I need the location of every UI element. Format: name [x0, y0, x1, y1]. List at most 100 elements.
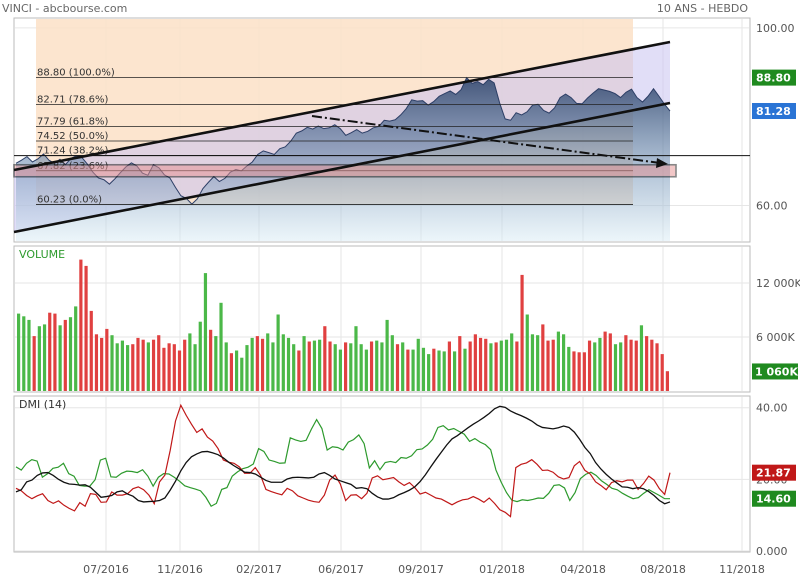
- volume-bar: [22, 316, 26, 391]
- volume-bar: [437, 350, 441, 391]
- volume-bar: [619, 342, 623, 391]
- volume-bar: [32, 336, 36, 391]
- volume-bar: [219, 302, 223, 391]
- volume-bar: [629, 339, 633, 391]
- volume-bar: [432, 348, 436, 391]
- volume-bar: [442, 351, 446, 391]
- volume-bar: [162, 347, 166, 391]
- volume-bar: [577, 352, 581, 391]
- volume-bar: [167, 343, 171, 391]
- high-price-badge-label: 88.80: [756, 72, 791, 85]
- volume-y-tick-label: 6 000K: [756, 331, 795, 344]
- volume-bar: [603, 331, 607, 391]
- volume-bar: [468, 341, 472, 391]
- volume-bar: [411, 349, 415, 391]
- volume-bar: [146, 342, 150, 391]
- volume-badge: [752, 363, 798, 380]
- volume-bar: [203, 273, 208, 391]
- volume-bar: [151, 339, 156, 391]
- volume-bar: [338, 349, 342, 391]
- volume-bar: [224, 342, 228, 391]
- projection-arrowhead: [656, 158, 668, 168]
- volume-bar: [63, 319, 67, 391]
- volume-bar: [94, 334, 99, 391]
- volume-bar: [209, 329, 213, 391]
- volume-bar: [546, 340, 550, 391]
- axis-layer: 07/2016 11/2016 02/2017 06/2017 09/2017 01/20…: [83, 22, 800, 576]
- x-tick-label: 11/2016: [157, 563, 203, 576]
- volume-bar: [271, 342, 275, 391]
- volume-bar: [536, 335, 540, 391]
- volume-bar: [551, 339, 555, 391]
- volume-bar: [281, 334, 285, 391]
- chart-title: VINCI - abcbourse.com: [2, 2, 127, 15]
- volume-bar: [307, 341, 311, 391]
- volume-bar: [333, 344, 337, 391]
- volume-bar: [141, 339, 145, 391]
- volume-bar: [395, 344, 400, 391]
- volume-bar: [634, 340, 638, 391]
- upper-trendline: [13, 40, 671, 172]
- volume-bar: [235, 350, 239, 391]
- dmi-layer: [15, 403, 671, 518]
- volume-bar: [380, 342, 384, 391]
- high-price-badge: [752, 69, 796, 86]
- price-y-tick-label: 60.00: [756, 199, 788, 212]
- volume-bar: [297, 350, 301, 391]
- dmi-plus-badge: [752, 490, 796, 507]
- volume-bar: [364, 349, 368, 391]
- fib-level-label: 74.52 (50.0%): [37, 131, 108, 142]
- volume-bar: [240, 357, 244, 391]
- volume-bar: [84, 265, 88, 391]
- volume-bar: [608, 333, 612, 391]
- volume-bar: [177, 350, 182, 391]
- dmi-panel: [13, 395, 751, 553]
- dmi-y-tick-label: 0.000: [756, 545, 788, 558]
- volume-bar: [530, 334, 535, 391]
- volume-bar: [318, 339, 322, 391]
- highlight-box: [13, 163, 677, 178]
- volume-bar: [587, 340, 592, 391]
- volume-bar: [515, 341, 519, 391]
- last-price-badge: [752, 102, 796, 119]
- volume-bar: [510, 333, 514, 391]
- volume-bar: [188, 333, 192, 391]
- volume-bar: [562, 334, 566, 391]
- volume-bar: [344, 342, 348, 391]
- volume-bar: [79, 259, 83, 391]
- volume-bar: [567, 346, 571, 391]
- volume-bar: [401, 342, 405, 391]
- volume-bar: [427, 354, 431, 391]
- volume-bar: [105, 328, 109, 391]
- fib-level-label: 71.24 (38.2%): [37, 146, 108, 157]
- volume-bar: [645, 336, 649, 391]
- dmi-plus-line: [15, 418, 670, 508]
- volume-bar: [484, 338, 488, 391]
- volume-bar: [369, 341, 374, 391]
- volume-layer: [17, 259, 669, 391]
- lower-trendline: [13, 101, 671, 234]
- volume-bar: [458, 336, 462, 391]
- volume-bar: [17, 313, 21, 391]
- volume-bar: [100, 337, 104, 391]
- volume-bar: [328, 341, 332, 391]
- volume-bar: [198, 321, 202, 391]
- volume-bar: [541, 324, 545, 391]
- volume-bar: [157, 335, 161, 391]
- volume-bar: [359, 344, 363, 391]
- volume-bar: [463, 348, 467, 391]
- volume-bar: [126, 345, 130, 391]
- fib-level-label: 77.79 (61.8%): [37, 116, 108, 127]
- last-price-badge-label: 81.28: [756, 105, 791, 118]
- volume-bar: [624, 335, 628, 391]
- dmi-label: DMI (14): [19, 398, 66, 411]
- volume-bar: [214, 336, 218, 391]
- dmi-minus-badge: [752, 464, 796, 481]
- volume-bar: [354, 326, 358, 391]
- volume-bar: [390, 335, 394, 391]
- volume-bar: [115, 343, 119, 391]
- volume-label: VOLUME: [19, 248, 65, 261]
- volume-bar: [229, 353, 233, 391]
- x-tick-label: 04/2018: [560, 563, 606, 576]
- x-tick-label: 08/2018: [640, 563, 686, 576]
